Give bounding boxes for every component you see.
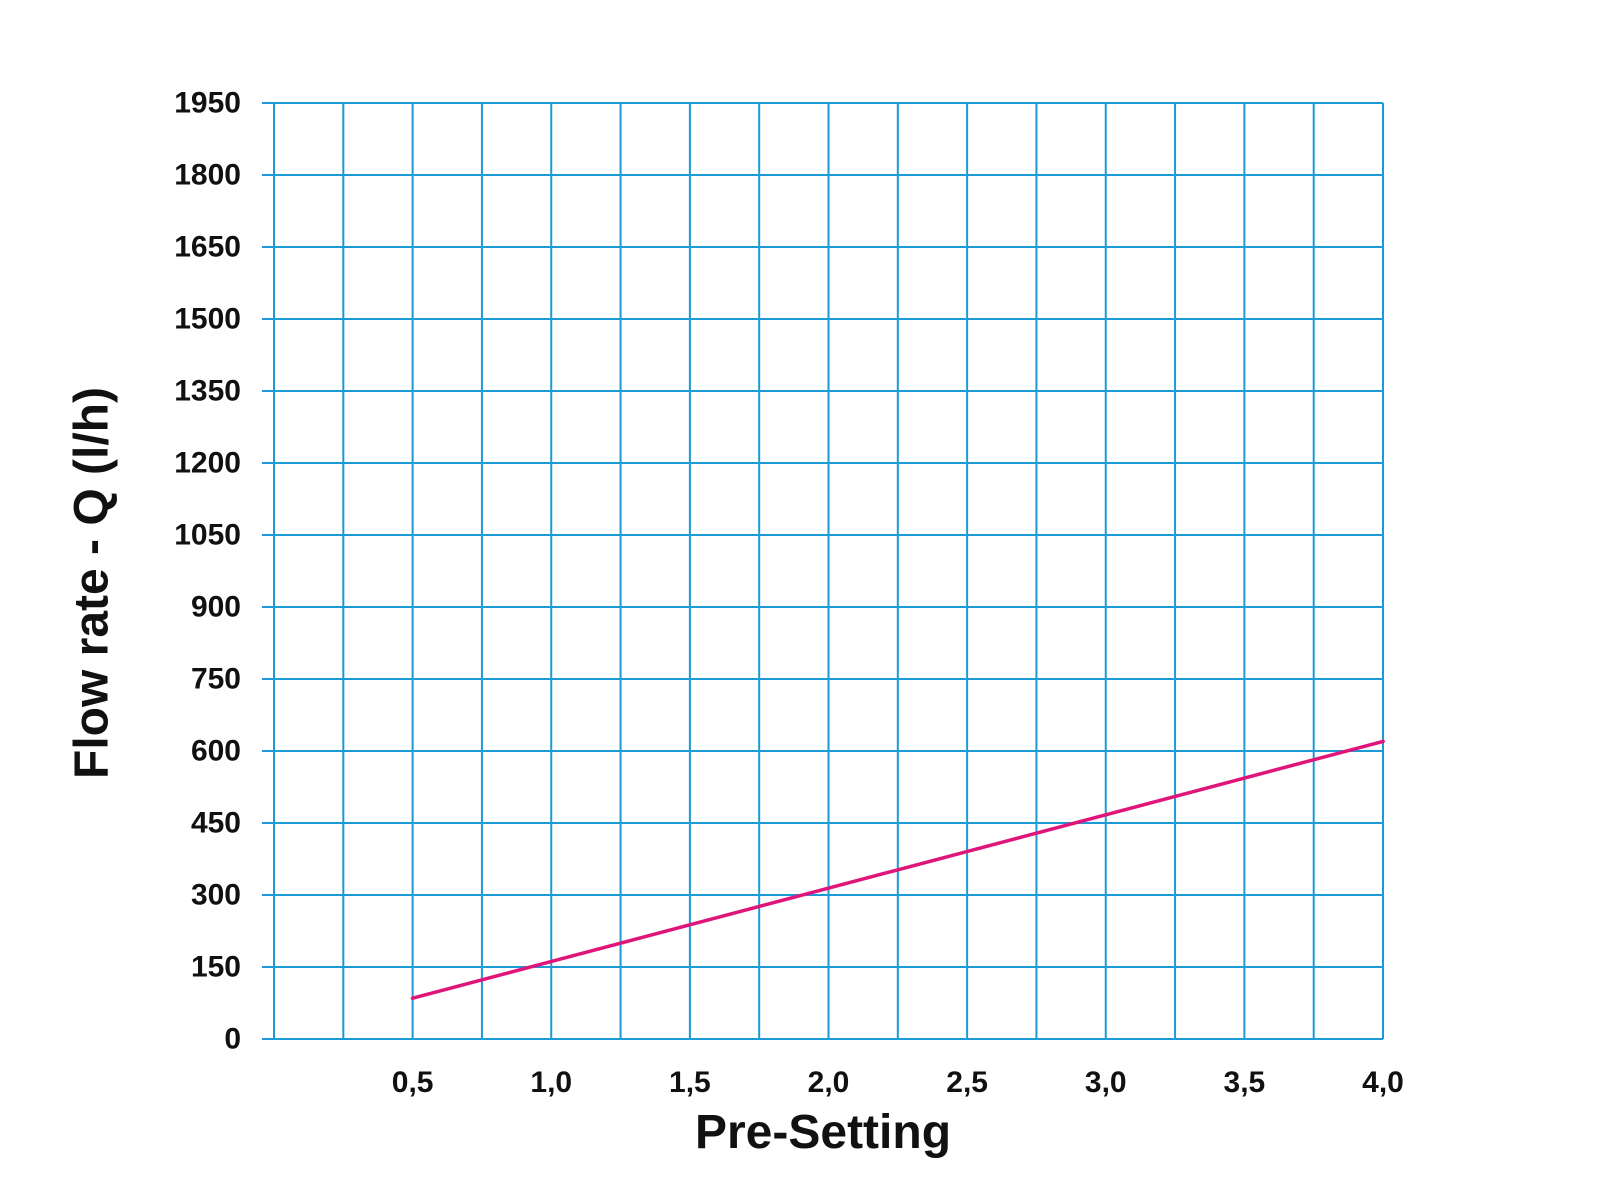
y-tick-label: 600	[191, 735, 241, 768]
x-tick-label: 1,0	[530, 1066, 572, 1099]
y-tick-label: 1200	[174, 447, 241, 480]
x-axis-title: Pre-Setting	[695, 1106, 951, 1159]
y-tick-label: 1800	[174, 159, 241, 192]
y-tick-label: 750	[191, 663, 241, 696]
series	[410, 739, 1385, 1000]
y-tick-label: 1500	[174, 303, 241, 336]
x-tick-label: 3,0	[1085, 1066, 1127, 1099]
y-axis-ticks: 0 150 300 450 600 750 900 1050 1200 1350 1500 1650 1…	[174, 87, 241, 1056]
x-tick-label: 1,5	[669, 1066, 711, 1099]
y-tick-label: 1950	[174, 87, 241, 120]
y-tick-label: 150	[191, 951, 241, 984]
x-tick-label: 4,0	[1362, 1066, 1404, 1099]
grid	[262, 102, 1384, 1040]
y-tick-label: 1050	[174, 519, 241, 552]
x-tick-label: 2,5	[946, 1066, 988, 1099]
series-point	[1381, 739, 1385, 744]
y-tick-label: 1650	[174, 231, 241, 264]
series-point	[410, 996, 415, 1000]
x-axis-ticks: 0,5 1,0 1,5 2,0 2,5 3,0 3,5 4,0	[392, 1066, 1404, 1099]
y-tick-label: 900	[191, 591, 241, 624]
y-tick-label: 450	[191, 807, 241, 840]
x-tick-label: 0,5	[392, 1066, 434, 1099]
y-tick-label: 300	[191, 879, 241, 912]
y-tick-label: 0	[224, 1023, 241, 1056]
y-axis-title: Flow rate - Q (l/h)	[66, 387, 119, 779]
series-line	[410, 739, 1385, 1000]
x-tick-label: 2,0	[808, 1066, 850, 1099]
y-tick-label: 1350	[174, 375, 241, 408]
x-tick-label: 3,5	[1224, 1066, 1266, 1099]
